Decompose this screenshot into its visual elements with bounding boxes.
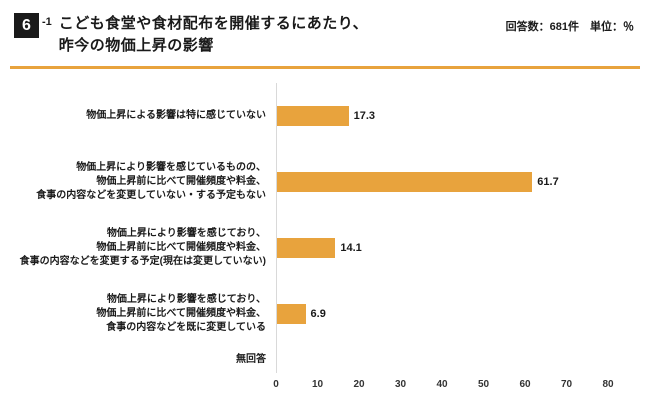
- chart-row: 無回答: [8, 347, 608, 373]
- chart-row: 物価上昇による影響は特に感じていない 17.3: [8, 83, 608, 149]
- plot-area: 14.1: [276, 215, 608, 281]
- x-tick-label: 70: [560, 379, 573, 390]
- plot-area: 6.9: [276, 281, 608, 347]
- question-sub-number: -1: [42, 16, 52, 28]
- bar-chart: 物価上昇による影響は特に感じていない 17.3 物価上昇により影響を感じているものの…: [0, 83, 650, 393]
- category-label: 物価上昇による影響は特に感じていない: [86, 110, 266, 121]
- plot-area: [276, 347, 608, 373]
- bar: [277, 238, 336, 258]
- x-tick-label: 50: [477, 379, 490, 390]
- value-label: 17.3: [353, 110, 375, 122]
- chart-row: 物価上昇により影響を感じているものの、 物価上昇前に比べて開催頻度や料金、 食事…: [8, 149, 608, 215]
- x-tick-label: 30: [394, 379, 407, 390]
- page-title-line1: こども食堂や食材配布を開催するにあたり、: [58, 15, 369, 32]
- category-label: 物価上昇により影響を感じており、 物価上昇前に比べて開催頻度や料金、 食事の内容…: [96, 294, 266, 333]
- x-axis-spacer: [8, 379, 276, 393]
- category-label: 物価上昇により影響を感じているものの、 物価上昇前に比べて開催頻度や料金、 食事…: [36, 162, 266, 201]
- response-meta: 回答数：681件 単位：％: [505, 21, 634, 33]
- x-tick-label: 0: [273, 379, 279, 390]
- bar: [277, 172, 533, 192]
- category-label: 無回答: [236, 354, 266, 365]
- orange-divider: [10, 66, 640, 69]
- x-tick-label: 40: [436, 379, 448, 390]
- page-title: こども食堂や食材配布を開催するにあたり、 昨今の物価上昇の影響: [59, 13, 506, 57]
- value-label: 14.1: [340, 242, 362, 254]
- chart-row: 物価上昇により影響を感じており、 物価上昇前に比べて開催頻度や料金、 食事の内容…: [8, 215, 608, 281]
- x-tick-label: 60: [519, 379, 531, 390]
- value-label: 6.9: [310, 308, 326, 320]
- x-axis-ticks: 0 10 20 30 40 50 60 70 80: [273, 379, 613, 393]
- x-tick-label: 80: [602, 379, 614, 390]
- value-label: 61.7: [537, 176, 559, 188]
- chart-row: 物価上昇により影響を感じており、 物価上昇前に比べて開催頻度や料金、 食事の内容…: [8, 281, 608, 347]
- question-number-badge: 6: [14, 13, 39, 38]
- chart-rows: 物価上昇による影響は特に感じていない 17.3 物価上昇により影響を感じているものの…: [8, 83, 608, 373]
- x-tick-label: 10: [311, 379, 324, 390]
- category-label: 物価上昇により影響を感じており、 物価上昇前に比べて開催頻度や料金、 食事の内容…: [19, 228, 266, 267]
- x-axis: 0 10 20 30 40 50 60 70 80: [8, 379, 613, 393]
- x-tick-label: 20: [353, 379, 365, 390]
- bar: [277, 106, 349, 126]
- header: 6 -1 こども食堂や食材配布を開催するにあたり、 昨今の物価上昇の影響 回答数…: [0, 0, 650, 57]
- plot-area: 17.3: [276, 83, 608, 149]
- bar: [277, 304, 306, 324]
- plot-area: 61.7: [276, 149, 608, 215]
- page-title-line2: 昨今の物価上昇の影響: [58, 37, 214, 54]
